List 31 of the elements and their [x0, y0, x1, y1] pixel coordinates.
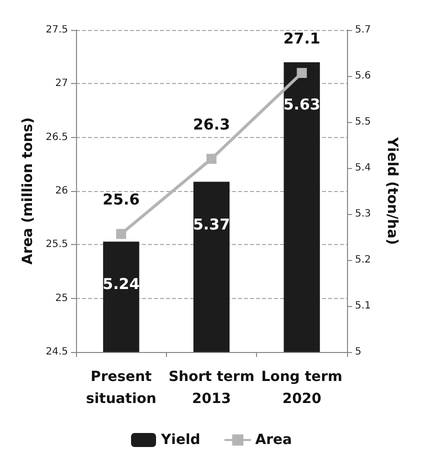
data-label: 5.63 — [283, 96, 320, 114]
data-label: 27.1 — [283, 29, 320, 48]
y2-tick-label: 5.7 — [355, 24, 371, 36]
y2-tick-label: 5 — [355, 346, 362, 358]
y2-tick-label: 5.4 — [355, 162, 371, 174]
y-axis-title: Area (million tons) — [20, 117, 36, 265]
point — [116, 228, 126, 239]
y2-tick-label: 5.3 — [355, 208, 371, 220]
y2-tick-label: 5.6 — [355, 70, 371, 82]
x-tick-label: Present situation — [86, 369, 156, 407]
y-tick-label: 26.5 — [46, 132, 68, 143]
point — [296, 68, 307, 78]
data-label: 26.3 — [192, 115, 230, 134]
data-label: 5.37 — [192, 215, 230, 234]
y-tick-label: 25.5 — [46, 239, 68, 250]
y-tick-label: 26 — [55, 186, 68, 196]
x-tick-label: Short term 2013 — [168, 369, 254, 407]
y2-axis-title: Yield (ton/ha) — [384, 136, 400, 245]
y2-tick-label: 5.5 — [355, 116, 371, 128]
point — [206, 154, 216, 164]
data-label: 25.6 — [102, 190, 140, 208]
x-tick-label: Long term 2020 — [261, 369, 342, 407]
y-tick-label: 24.5 — [46, 346, 68, 358]
y2-tick-label: 5.2 — [355, 254, 371, 266]
y2-tick-label: 5.1 — [355, 300, 371, 312]
y-tick-label: 25 — [55, 292, 68, 304]
y-tick-label: 27 — [55, 78, 68, 90]
legend-label: Yield — [160, 432, 200, 448]
data-label: 5.24 — [102, 275, 140, 294]
y-tick-label: 27.5 — [46, 24, 68, 36]
legend-label: Area — [255, 432, 292, 448]
